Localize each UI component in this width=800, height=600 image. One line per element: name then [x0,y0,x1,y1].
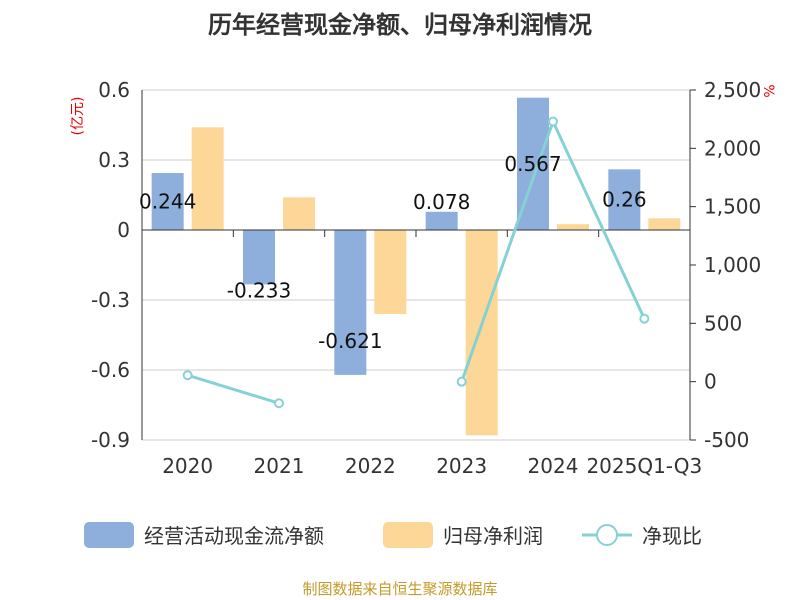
net-profit-bar [374,230,407,314]
y-right-tick-label: 500 [704,311,742,335]
net-profit-bar [557,224,589,230]
cashflow-bar [243,230,275,285]
y-right-tick-label: 1,000 [704,253,761,277]
y-right-tick-label: -500 [704,428,749,452]
ratio-point [182,370,193,381]
ratio-point [456,376,467,387]
legend-label-cashflow: 经营活动现金流净额 [144,524,324,548]
x-category-label: 2025Q1-Q3 [586,454,702,478]
legend-swatch-net-profit [383,522,433,548]
x-category-label: 2022 [345,454,396,478]
chart-title: 历年经营现金净额、归母净利润情况 [208,11,592,39]
legend-label-net-profit: 归母净利润 [443,524,543,548]
cashflow-data-label: 0.244 [139,190,196,214]
y-right-tick-label: 0 [704,370,717,394]
net-profit-bar [648,218,681,230]
y-left-tick-label: 0 [117,218,130,242]
source-note: 制图数据来自恒生聚源数据库 [302,580,497,598]
y-left-tick-label: -0.6 [91,358,130,382]
y-left-tick-label: 0.3 [98,148,130,172]
x-category-label: 2023 [436,454,487,478]
y-left-tick-label: -0.9 [91,428,130,452]
y-left-tick-label: -0.3 [91,288,130,312]
net-profit-bar [191,127,224,230]
cashflow-bar [608,169,641,230]
cashflow-bar [151,173,184,230]
left-axis-unit: (亿元) [70,97,86,136]
net-profit-bar [283,197,315,230]
net-profit-bar [465,230,498,436]
y-right-tick-label: 2,500 [704,78,761,102]
ratio-point [548,116,558,127]
cashflow-data-label: -0.233 [227,278,291,302]
cashflow-data-label: 0.26 [602,188,647,212]
ratio-line-segment [187,373,280,405]
cashflow-data-label: -0.621 [318,329,382,353]
x-category-label: 2021 [254,454,305,478]
y-right-tick-label: 2,000 [704,136,761,160]
cashflow-bar [334,230,367,375]
legend-swatch-cashflow [84,522,134,548]
y-right-tick-label: 1,500 [704,195,761,219]
right-axis-unit: % [760,84,776,97]
legend: 经营活动现金流净额 归母净利润 净现比 [84,522,702,548]
cashflow-data-label: 0.567 [504,152,561,176]
x-category-label: 2024 [528,454,579,478]
legend-swatch-ratio-marker [596,524,618,546]
x-category-label: 2020 [162,454,213,478]
ratio-point [639,313,650,324]
cashflow-data-label: 0.078 [413,190,470,214]
legend-label-ratio: 净现比 [642,524,702,548]
y-left-tick-label: 0.6 [98,78,130,102]
ratio-point [274,398,284,409]
cashflow-bar [425,211,458,230]
